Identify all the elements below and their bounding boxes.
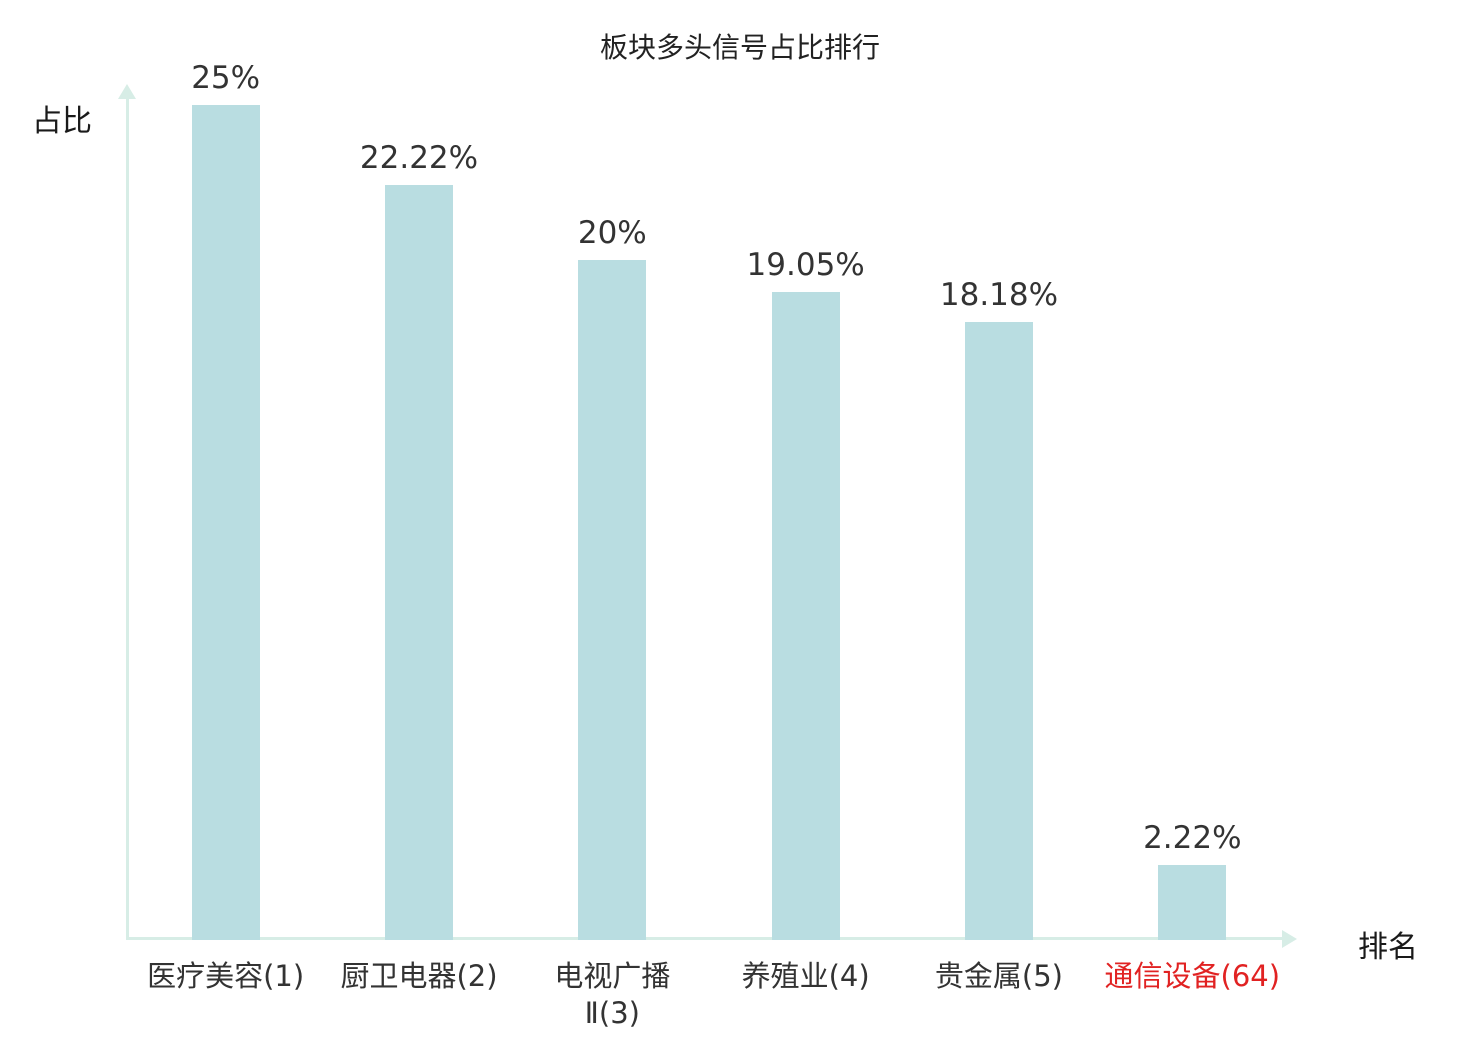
bar bbox=[384, 184, 453, 940]
bar-value-label: 2.22% bbox=[1143, 819, 1242, 856]
bar-slot: 2.22% bbox=[1096, 60, 1289, 940]
category-label: 通信设备(64) bbox=[1104, 959, 1281, 993]
x-axis bbox=[126, 937, 1284, 940]
category-label: 贵金属(5) bbox=[934, 959, 1064, 993]
bar-slot: 20% bbox=[516, 60, 709, 940]
bar bbox=[771, 292, 840, 940]
plot-area: 25% 22.22% 20% 19.05% 18.18% 2.22% bbox=[129, 60, 1289, 940]
bar bbox=[964, 321, 1033, 940]
bar bbox=[1158, 864, 1227, 940]
bar-slot: 19.05% bbox=[709, 60, 902, 940]
y-axis-label: 占比 bbox=[32, 104, 92, 139]
bar-slot: 18.18% bbox=[902, 60, 1095, 940]
bar bbox=[191, 105, 260, 940]
bar-value-label: 20% bbox=[577, 215, 647, 251]
bar-value-label: 25% bbox=[191, 60, 261, 96]
bar-slot: 25% bbox=[129, 60, 322, 940]
bar-value-label: 18.18% bbox=[939, 276, 1059, 313]
bar bbox=[578, 260, 647, 940]
bar-slot: 22.22% bbox=[322, 60, 515, 940]
category-label: 厨卫电器(2) bbox=[340, 959, 498, 993]
x-axis-arrow-icon bbox=[1282, 930, 1297, 948]
bar-value-label: 19.05% bbox=[746, 247, 865, 284]
y-axis-arrow-icon bbox=[118, 84, 136, 99]
category-labels: 医疗美容(1) 厨卫电器(2) 电视广播 Ⅱ(3) 养殖业(4) 贵金属(5) 通信设备(… bbox=[129, 958, 1289, 1032]
category-label: 医疗美容(1) bbox=[147, 959, 305, 993]
y-axis bbox=[126, 98, 129, 940]
category-label: 养殖业(4) bbox=[741, 959, 870, 993]
category-label: 电视广播 Ⅱ(3) bbox=[554, 959, 671, 1031]
bar-value-label: 22.22% bbox=[359, 139, 479, 176]
x-axis-label: 排名 bbox=[1358, 930, 1418, 965]
chart-title: 板块多头信号占比排行 bbox=[599, 31, 880, 64]
